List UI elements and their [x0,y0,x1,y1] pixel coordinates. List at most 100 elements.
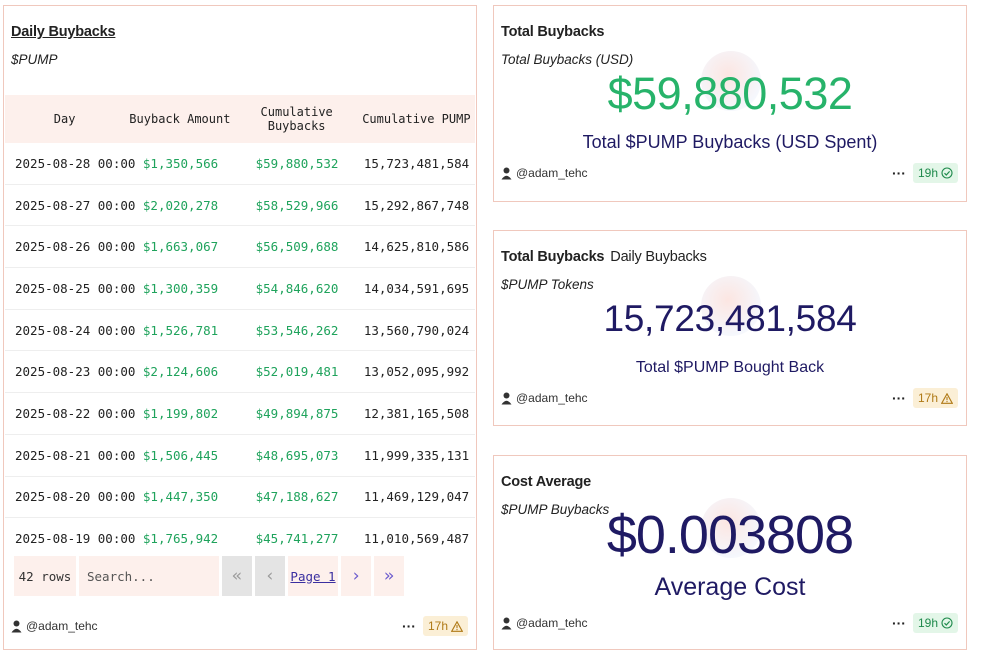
row-count: 42 rows [14,556,76,596]
cell-cumulative-buybacks: $49,894,875 [255,405,339,421]
card-title[interactable]: Daily Buybacks [11,24,116,40]
cell-cumulative-buybacks: $52,019,481 [255,364,339,380]
refresh-age: 17h [427,619,448,633]
last-page-button[interactable]: » [374,556,404,596]
refresh-age: 19h [917,616,938,630]
tab-total-buybacks[interactable]: Total Buybacks [501,249,605,265]
refresh-status-badge[interactable]: 19h [912,613,958,633]
cell-cumulative-buybacks: $48,695,073 [255,447,339,463]
cell-cumulative-pump: 11,469,129,047 [363,489,470,505]
counter-value: 15,723,481,584 [603,298,857,339]
table-row[interactable]: 2025-08-19 00:00 $1,765,942 $45,741,277 11,… [5,518,475,546]
cell-cumulative-pump: 13,052,095,992 [363,364,470,380]
author-name: @adam_tehc [516,166,588,180]
counter-value: $0.003808 [606,505,854,565]
cell-day: 2025-08-26 00:00 [15,239,136,255]
cell-buyback-amount: $1,765,942 [142,531,219,546]
card-footer: @adam_tehc ··· 17h [11,616,468,636]
first-page-button[interactable]: « [222,556,252,596]
card-title[interactable]: Cost Average [501,474,592,490]
author-name: @adam_tehc [26,619,98,633]
table-row[interactable]: 2025-08-22 00:00 $1,199,802 $49,894,875 12,… [5,393,475,435]
table-row[interactable]: 2025-08-25 00:00 $1,300,359 $54,846,620 14,… [5,268,475,310]
cell-cumulative-buybacks: $47,188,627 [255,489,339,505]
tab-daily-buybacks[interactable]: Daily Buybacks [610,249,707,265]
column-header-day[interactable]: Day [53,112,76,126]
author-link[interactable]: @adam_tehc [501,166,588,180]
cell-cumulative-pump: 12,381,165,508 [363,405,470,421]
warning-icon [451,620,463,632]
cell-day: 2025-08-23 00:00 [15,364,136,380]
user-icon [501,167,512,179]
more-options-button[interactable]: ··· [401,618,416,634]
cell-buyback-amount: $1,526,781 [142,322,219,338]
prev-page-button[interactable]: ‹ [255,556,285,596]
more-options-button[interactable]: ··· [891,390,906,406]
cell-cumulative-pump: 11,010,569,487 [363,531,470,546]
counter-caption: Average Cost [654,573,806,601]
next-page-button[interactable]: › [341,556,371,596]
counter-caption: Total $PUMP Bought Back [635,359,825,376]
cell-buyback-amount: $1,300,359 [142,280,219,296]
cell-cumulative-buybacks: $54,846,620 [255,280,339,296]
table-row[interactable]: 2025-08-27 00:00 $2,020,278 $58,529,966 15,… [5,185,475,227]
card-title-text[interactable]: Daily Buybacks [11,24,116,40]
cell-cumulative-pump: 14,625,810,586 [363,239,470,255]
column-header-cumulative-pump[interactable]: Cumulative PUMP [362,112,471,126]
refresh-status-badge[interactable]: 19h [912,163,958,183]
author-link[interactable]: @adam_tehc [11,619,98,633]
column-header-cumulative-buybacks[interactable]: Cumulative Buybacks [260,105,333,133]
cell-day: 2025-08-25 00:00 [15,280,136,296]
logo-watermark-icon [701,51,761,111]
user-icon [501,617,512,629]
table-row[interactable]: 2025-08-21 00:00 $1,506,445 $48,695,073 11,… [5,435,475,477]
card-subtitle: $PUMP [11,52,58,67]
refresh-age: 17h [917,391,938,405]
cell-buyback-amount: $2,020,278 [142,197,219,213]
author-name: @adam_tehc [516,391,588,405]
cell-day: 2025-08-19 00:00 [15,531,136,546]
more-options-button[interactable]: ··· [891,615,906,631]
refresh-status-badge[interactable]: 17h [422,616,468,636]
card-footer: @adam_tehc ··· 19h [501,163,958,183]
table-row[interactable]: 2025-08-20 00:00 $1,447,350 $47,188,627 11,… [5,477,475,519]
table-row[interactable]: 2025-08-23 00:00 $2,124,606 $52,019,481 13,… [5,351,475,394]
cell-cumulative-buybacks: $53,546,262 [255,322,339,338]
cell-day: 2025-08-21 00:00 [15,447,136,463]
table-pagination: 42 rows « ‹ Page 1 › » [14,556,404,596]
card-subtitle: $PUMP Buybacks [501,502,610,517]
warning-icon [941,392,953,404]
cell-day: 2025-08-28 00:00 [15,155,136,171]
cell-cumulative-pump: 15,292,867,748 [363,197,470,213]
more-options-button[interactable]: ··· [891,165,906,181]
cell-day: 2025-08-24 00:00 [15,322,136,338]
cell-cumulative-buybacks: $56,509,688 [255,239,339,255]
cell-day: 2025-08-20 00:00 [15,489,136,505]
cell-buyback-amount: $1,350,566 [142,155,219,171]
total-pump-tokens-card: Total Buybacks Daily Buybacks $PUMP Token… [493,230,967,426]
table-row[interactable]: 2025-08-24 00:00 $1,526,781 $53,546,262 13,… [5,310,475,352]
refresh-age: 19h [917,166,938,180]
table-row[interactable]: 2025-08-26 00:00 $1,663,067 $56,509,688 14,… [5,226,475,269]
refresh-status-badge[interactable]: 17h [912,388,958,408]
cell-buyback-amount: $1,506,445 [142,447,219,463]
card-tabs: Total Buybacks Daily Buybacks [501,249,707,265]
author-link[interactable]: @adam_tehc [501,391,588,405]
table-row[interactable]: 2025-08-28 00:00 $1,350,566 $59,880,532 15,… [5,143,475,185]
card-title[interactable]: Total Buybacks [501,24,605,40]
search-input[interactable] [79,556,219,596]
column-header-buyback-amount[interactable]: Buyback Amount [129,112,231,126]
table-body[interactable]: 2025-08-28 00:00 $1,350,566 $59,880,532 15,… [5,143,475,546]
logo-watermark-icon [701,498,761,558]
author-link[interactable]: @adam_tehc [501,616,588,630]
cell-cumulative-buybacks: $58,529,966 [255,197,339,213]
page-indicator[interactable]: Page 1 [288,556,338,596]
check-circle-icon [941,617,953,629]
cell-buyback-amount: $1,447,350 [142,489,219,505]
table-header: Day Buyback Amount Cumulative Buybacks C… [5,95,475,143]
cell-buyback-amount: $2,124,606 [142,364,219,380]
author-name: @adam_tehc [516,616,588,630]
cell-buyback-amount: $1,663,067 [142,239,219,255]
cell-cumulative-buybacks: $59,880,532 [255,155,339,171]
total-buybacks-usd-card: Total Buybacks Total Buybacks (USD) $59,… [493,5,967,202]
